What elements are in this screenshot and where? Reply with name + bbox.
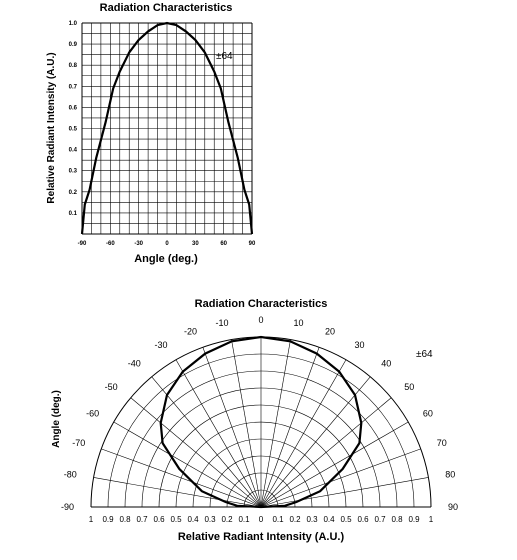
chart2-series-line	[159, 335, 363, 509]
chart1-y-tick-label: 0.7	[69, 84, 78, 90]
chart1-grid	[81, 22, 253, 235]
chart2-angle-tick-label: -90	[61, 502, 74, 512]
chart1-y-tick-label: 0.4	[69, 148, 78, 154]
chart1-x-tick-label: 30	[192, 241, 199, 247]
chart1-y-tick-label: 0.9	[69, 42, 78, 48]
chart2-spoke	[260, 397, 392, 508]
chart2-spoke	[231, 339, 262, 508]
chart2-angle-tick-label: -30	[154, 340, 167, 350]
chart1-x-tick-label: 60	[220, 241, 227, 247]
chart2-angle-tick-label: 60	[423, 409, 433, 419]
chart2-title: Radiation Characteristics	[195, 298, 328, 310]
chart1-x-tick-label: -60	[106, 241, 115, 247]
chart1-y-tick-label: 0.8	[69, 63, 78, 69]
chart2-grid	[90, 336, 432, 508]
chart1-y-tick-label: 0.5	[69, 127, 78, 133]
chart1-y-tick-label: 0.6	[69, 105, 78, 111]
chart2-spoke	[260, 347, 320, 508]
chart2-angle-tick-label: -60	[86, 409, 99, 419]
chart2-spoke	[101, 448, 262, 508]
chart2-angle-tick-label: 80	[445, 470, 455, 480]
chart1-series-line	[80, 21, 254, 235]
chart2-radial-tick-label: 0.2	[221, 515, 233, 524]
chart1-x-tick-label: 0	[165, 241, 169, 247]
chart1-y-tick-label: 0.1	[69, 211, 78, 217]
chart1-y-tick-label: 0.2	[69, 190, 78, 196]
chart2-radial-tick-label: 0.6	[153, 515, 165, 524]
chart2-spoke	[175, 359, 262, 508]
chart2-angle-tick-label: 20	[325, 326, 335, 336]
chart1-x-axis-label: Angle (deg.)	[134, 253, 198, 265]
chart2-radial-tick-label: 0.4	[323, 515, 335, 524]
chart2-angle-tick-label: -70	[72, 438, 85, 448]
chart2-angle-tick-label: 40	[381, 359, 391, 369]
chart2-spoke	[260, 339, 291, 508]
chart2-spoke	[260, 359, 347, 508]
chart2-radial-tick-label: 0.8	[119, 515, 131, 524]
chart2-radial-tick-label: 0.1	[272, 515, 284, 524]
chart1-annotation: ±64	[216, 51, 233, 62]
chart2-ticks: -10-20-30-40-50-60-70-80-900 102030405060…	[61, 315, 458, 524]
chart2-angle-tick-label: -40	[128, 359, 141, 369]
chart2-angle-tick-label: -10	[215, 318, 228, 328]
chart1-y-tick-label: 0.3	[69, 169, 78, 175]
chart2-angle-tick-label: 0	[258, 315, 263, 325]
chart2-radial-tick-label: 0.7	[374, 515, 386, 524]
chart2-radial-tick-label: 0.1	[238, 515, 250, 524]
chart2-radial-tick-label: 0.8	[391, 515, 403, 524]
chart2-angle-tick-label: -20	[184, 326, 197, 336]
chart1-x-tick-label: -90	[78, 241, 87, 247]
chart2-radial-tick-label: 0.5	[340, 515, 352, 524]
chart1-y-tick-label: 1.0	[69, 21, 78, 27]
chart2-radial-tick-label: 0.6	[357, 515, 369, 524]
chart2-angle-tick-label: 70	[437, 438, 447, 448]
cartesian-radiation-chart: Radiation Characteristics -90 -60 -30 0 30 60…	[46, 2, 256, 265]
chart2-spoke	[202, 347, 262, 508]
polar-radiation-chart: Radiation Characteristics -10 -20 -30 -40 -5…	[51, 298, 458, 543]
chart1-ticks: -90 -60 -30 0 30 60 90 0.1 0.2 0.3 0.4 0.5 0.6 0.7 0.8…	[69, 21, 256, 247]
chart1-x-tick-label: 90	[249, 241, 256, 247]
chart2-radial-tick-label: 1	[89, 515, 94, 524]
chart2-y-axis-label: Angle (deg.)	[51, 390, 62, 448]
chart2-angle-tick-label: 10	[294, 318, 304, 328]
chart2-angle-tick-label: -50	[105, 382, 118, 392]
chart2-radial-tick-label: 0.3	[204, 515, 216, 524]
chart2-radial-tick-label: 0.9	[102, 515, 114, 524]
chart2-x-axis-label: Relative Radiant Intensity (A.U.)	[178, 531, 345, 543]
chart2-spoke	[260, 421, 409, 508]
chart2-spoke	[260, 448, 421, 508]
chart2-radial-tick-label: 0.9	[408, 515, 420, 524]
chart2-annotation: ±64	[416, 349, 433, 360]
chart2-angle-tick-label: 50	[404, 382, 414, 392]
chart2-spoke	[113, 421, 262, 508]
chart2-spoke	[260, 477, 429, 508]
chart2-radial-tick-label: 0.4	[187, 515, 199, 524]
chart2-radial-tick-label: 0	[259, 515, 264, 524]
chart2-spoke	[130, 397, 262, 508]
chart2-radial-tick-label: 0.5	[170, 515, 182, 524]
chart2-spoke	[260, 376, 371, 508]
chart2-radial-tick-label: 0.3	[306, 515, 318, 524]
chart1-x-tick-label: -30	[134, 241, 143, 247]
chart2-radial-tick-label: 0.2	[289, 515, 301, 524]
chart2-radial-tick-label: 0.7	[136, 515, 148, 524]
chart2-angle-tick-label: 30	[355, 340, 365, 350]
chart2-angle-tick-label: 90	[448, 502, 458, 512]
chart2-spoke	[93, 477, 262, 508]
chart2-radial-tick-label: 1	[429, 515, 434, 524]
chart1-title: Radiation Characteristics	[100, 2, 233, 14]
chart2-spoke	[151, 376, 262, 508]
chart1-y-axis-label: Relative Radiant Intensity (A.U.)	[46, 52, 57, 203]
chart2-angle-tick-label: -80	[64, 470, 77, 480]
